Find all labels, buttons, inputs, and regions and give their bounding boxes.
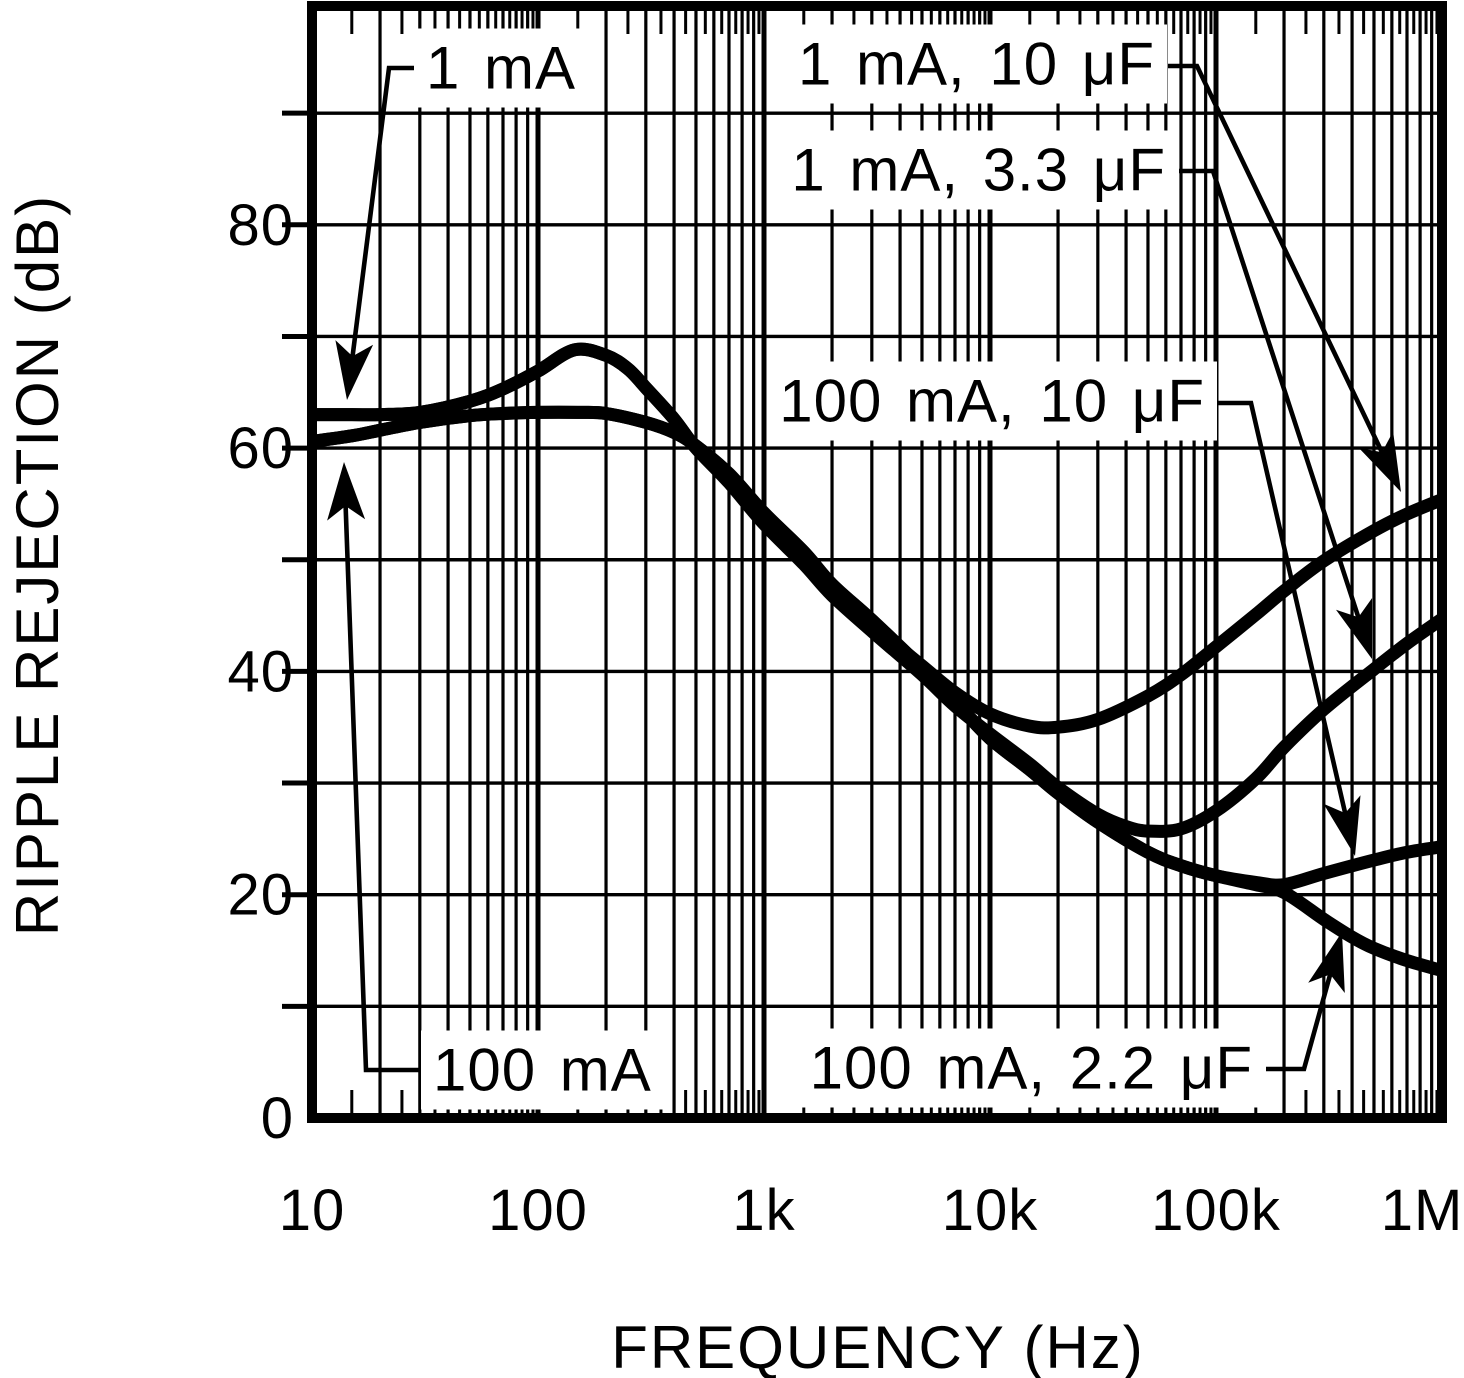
callout-1ma-10uf: 1 mA, 10 μF bbox=[785, 24, 1167, 104]
y-tick-label: 40 bbox=[227, 639, 294, 704]
x-tick-label: 10k bbox=[942, 1178, 1039, 1243]
y-tick-label: 80 bbox=[227, 193, 294, 258]
leader-arrowhead bbox=[335, 340, 374, 400]
callout-100ma-2p2uf: 100 mA, 2.2 μF bbox=[797, 1028, 1265, 1108]
curve-3 bbox=[311, 405, 1443, 892]
x-tick-label: 100 bbox=[488, 1178, 588, 1243]
x-tick-label: 10 bbox=[279, 1178, 346, 1243]
leader-arrowhead bbox=[1323, 795, 1361, 856]
x-tick-label: 1M bbox=[1381, 1178, 1464, 1243]
x-axis-title: FREQUENCY (Hz) bbox=[611, 1314, 1145, 1378]
plot-border bbox=[307, 1, 1447, 1123]
x-tick-label: 1k bbox=[732, 1178, 795, 1243]
leader-line bbox=[1266, 967, 1335, 1072]
callout-100ma: 100 mA bbox=[421, 1030, 664, 1110]
y-tick-label: 60 bbox=[227, 416, 294, 481]
leader-arrowhead bbox=[1308, 932, 1345, 993]
leader-line bbox=[1218, 400, 1349, 820]
callout-100ma-10uf: 100 mA, 10 μF bbox=[767, 361, 1217, 441]
leader-line bbox=[343, 499, 432, 1073]
callout-1ma-3p3uf: 1 mA, 3.3 μF bbox=[779, 130, 1178, 210]
leader-arrowhead bbox=[1358, 431, 1401, 492]
leader-line bbox=[349, 65, 424, 363]
curve-2 bbox=[312, 342, 1446, 838]
axis-tick-labels: 10 100 1k 10k 100k 1M 0 20 40 60 80 bbox=[227, 193, 1464, 1243]
x-tick-label: 100k bbox=[1151, 1178, 1281, 1243]
curve-4 bbox=[311, 405, 1444, 977]
y-tick-label: 20 bbox=[227, 863, 294, 928]
leader-line bbox=[1179, 168, 1363, 624]
callout-leaders bbox=[327, 63, 1401, 1073]
leader-line bbox=[1168, 63, 1387, 459]
leader-arrowhead bbox=[327, 462, 366, 521]
leader-arrowhead bbox=[1336, 598, 1373, 659]
y-axis-title: RIPPLE REJECTION (dB) bbox=[4, 194, 71, 936]
plot-curves bbox=[311, 342, 1446, 977]
y-tick-label: 0 bbox=[261, 1086, 294, 1151]
callout-1ma: 1 mA bbox=[414, 28, 589, 108]
